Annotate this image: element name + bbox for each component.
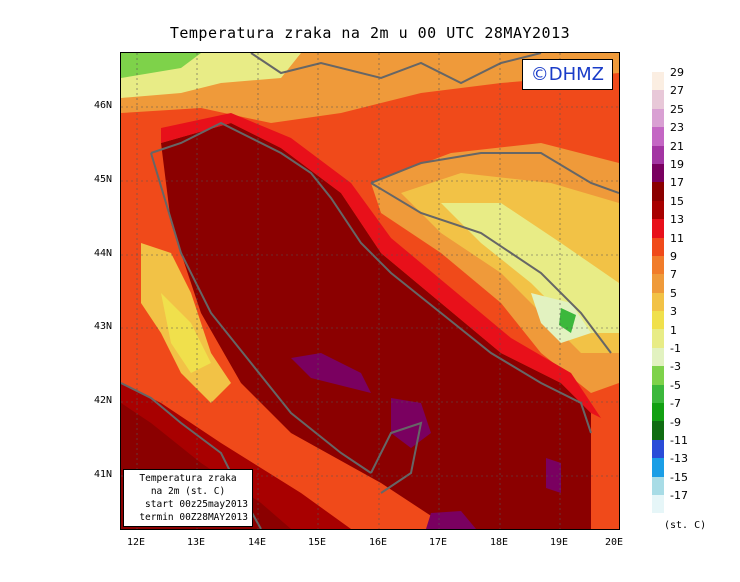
legend-label: -9	[670, 415, 681, 429]
adriatic-sea	[161, 123, 591, 529]
legend-swatch	[652, 311, 664, 330]
legend-label: 7	[670, 268, 677, 282]
legend-label: -3	[670, 360, 681, 374]
legend-swatch	[652, 329, 664, 348]
legend-label: 15	[670, 194, 684, 208]
legend-swatch	[652, 200, 664, 220]
legend-label: -15	[670, 470, 688, 484]
legend-swatch	[652, 458, 664, 477]
legend-label: 9	[670, 250, 677, 263]
info-line-3: start 00z25may2013	[145, 499, 248, 510]
legend-swatch	[652, 366, 664, 385]
legend-label: 11	[670, 231, 684, 245]
info-box: Temperatura zraka na 2m (st. C) start 00…	[123, 469, 253, 527]
lon-label-17e: 17E	[428, 537, 448, 548]
lon-label-19e: 19E	[549, 537, 569, 548]
legend-swatch	[652, 163, 664, 183]
legend-swatch	[652, 384, 664, 404]
lon-label-12e: 12E	[126, 537, 146, 548]
lon-label-16e: 16E	[368, 537, 388, 548]
legend-label: -1	[670, 342, 681, 355]
temp-zone-mountain-green	[559, 308, 576, 333]
legend-label: -11	[670, 434, 688, 447]
lon-label-15e: 15E	[307, 537, 327, 548]
info-line-4: termin 00Z28MAY2013	[139, 512, 248, 523]
warm-patch-3	[546, 458, 561, 493]
color-legend: 29 27 25 23 21 19 17 15 13 11 9 7 5 3 1 -1 -3 -5 -7 -9 -11 -1…	[652, 66, 688, 514]
coastline-west	[150, 152, 372, 474]
lon-label-13e: 13E	[186, 537, 206, 548]
border-north	[370, 152, 619, 194]
legend-label: 3	[670, 305, 677, 319]
legend-swatch	[652, 494, 664, 514]
legend-swatch	[652, 127, 664, 146]
lat-label-44n: 44N	[93, 248, 112, 259]
legend-label: 13	[670, 213, 684, 227]
temperature-map: ©DHMZ Temperatura zraka na 2m (st. C) st…	[120, 52, 620, 530]
legend-swatch	[652, 347, 664, 367]
legend-label: 23	[670, 121, 684, 135]
legend-swatch	[652, 182, 664, 201]
legend-swatch	[652, 403, 664, 422]
info-line-2: na 2m (st. C)	[150, 486, 226, 497]
lat-label-46n: 46N	[93, 100, 112, 111]
legend-label: 19	[670, 158, 684, 171]
lat-label-42n: 42N	[93, 395, 112, 406]
legend-swatch	[652, 255, 664, 275]
legend-label: 27	[670, 84, 684, 98]
coastal-warm-band	[161, 113, 601, 418]
coastline-east	[150, 121, 592, 434]
legend-label: -17	[670, 489, 688, 503]
border-alps	[250, 53, 542, 85]
legend-swatch	[652, 108, 664, 128]
legend-swatch	[652, 274, 664, 293]
coastline-gargano	[370, 421, 423, 494]
map-title: Temperatura zraka na 2m u 00 UTC 28MAY20…	[169, 24, 571, 42]
legend-label: -7	[670, 397, 681, 411]
legend-swatch	[652, 90, 664, 109]
legend-label: -13	[670, 452, 688, 466]
legend-label: 17	[670, 176, 684, 190]
lon-label-18e: 18E	[489, 537, 509, 548]
temp-zone-alps-coldest	[121, 53, 201, 78]
legend-swatch	[652, 292, 664, 312]
warm-patch-4	[426, 511, 476, 529]
lat-label-41n: 41N	[93, 469, 112, 480]
legend-label: 29	[670, 66, 684, 79]
legend-swatch	[652, 439, 664, 459]
legend-swatch	[652, 476, 664, 495]
warm-patch-2	[391, 398, 431, 448]
legend-swatch	[652, 219, 664, 238]
info-line-1: Temperatura zraka	[139, 473, 237, 484]
lon-label-14e: 14E	[247, 537, 267, 548]
legend-label: 21	[670, 139, 684, 153]
legend-label: 25	[670, 102, 684, 116]
warm-patch-1	[291, 353, 371, 393]
border-balkan	[370, 182, 612, 354]
legend-label: 1	[670, 323, 677, 337]
lat-label-43n: 43N	[93, 321, 112, 332]
lat-label-45n: 45N	[93, 174, 112, 185]
lon-label-20e: 20E	[604, 537, 624, 548]
legend-swatch	[652, 145, 664, 164]
legend-label: 5	[670, 286, 677, 300]
map-canvas	[121, 53, 619, 529]
legend-label: -5	[670, 378, 681, 392]
legend-swatch	[652, 72, 664, 91]
legend-swatch	[652, 237, 664, 256]
graticule	[121, 53, 619, 529]
temp-zone-italy-cool	[161, 293, 211, 373]
legend-swatch	[652, 421, 664, 440]
dhmz-logo: ©DHMZ	[521, 59, 613, 90]
legend-unit: (st. C)	[664, 520, 707, 531]
